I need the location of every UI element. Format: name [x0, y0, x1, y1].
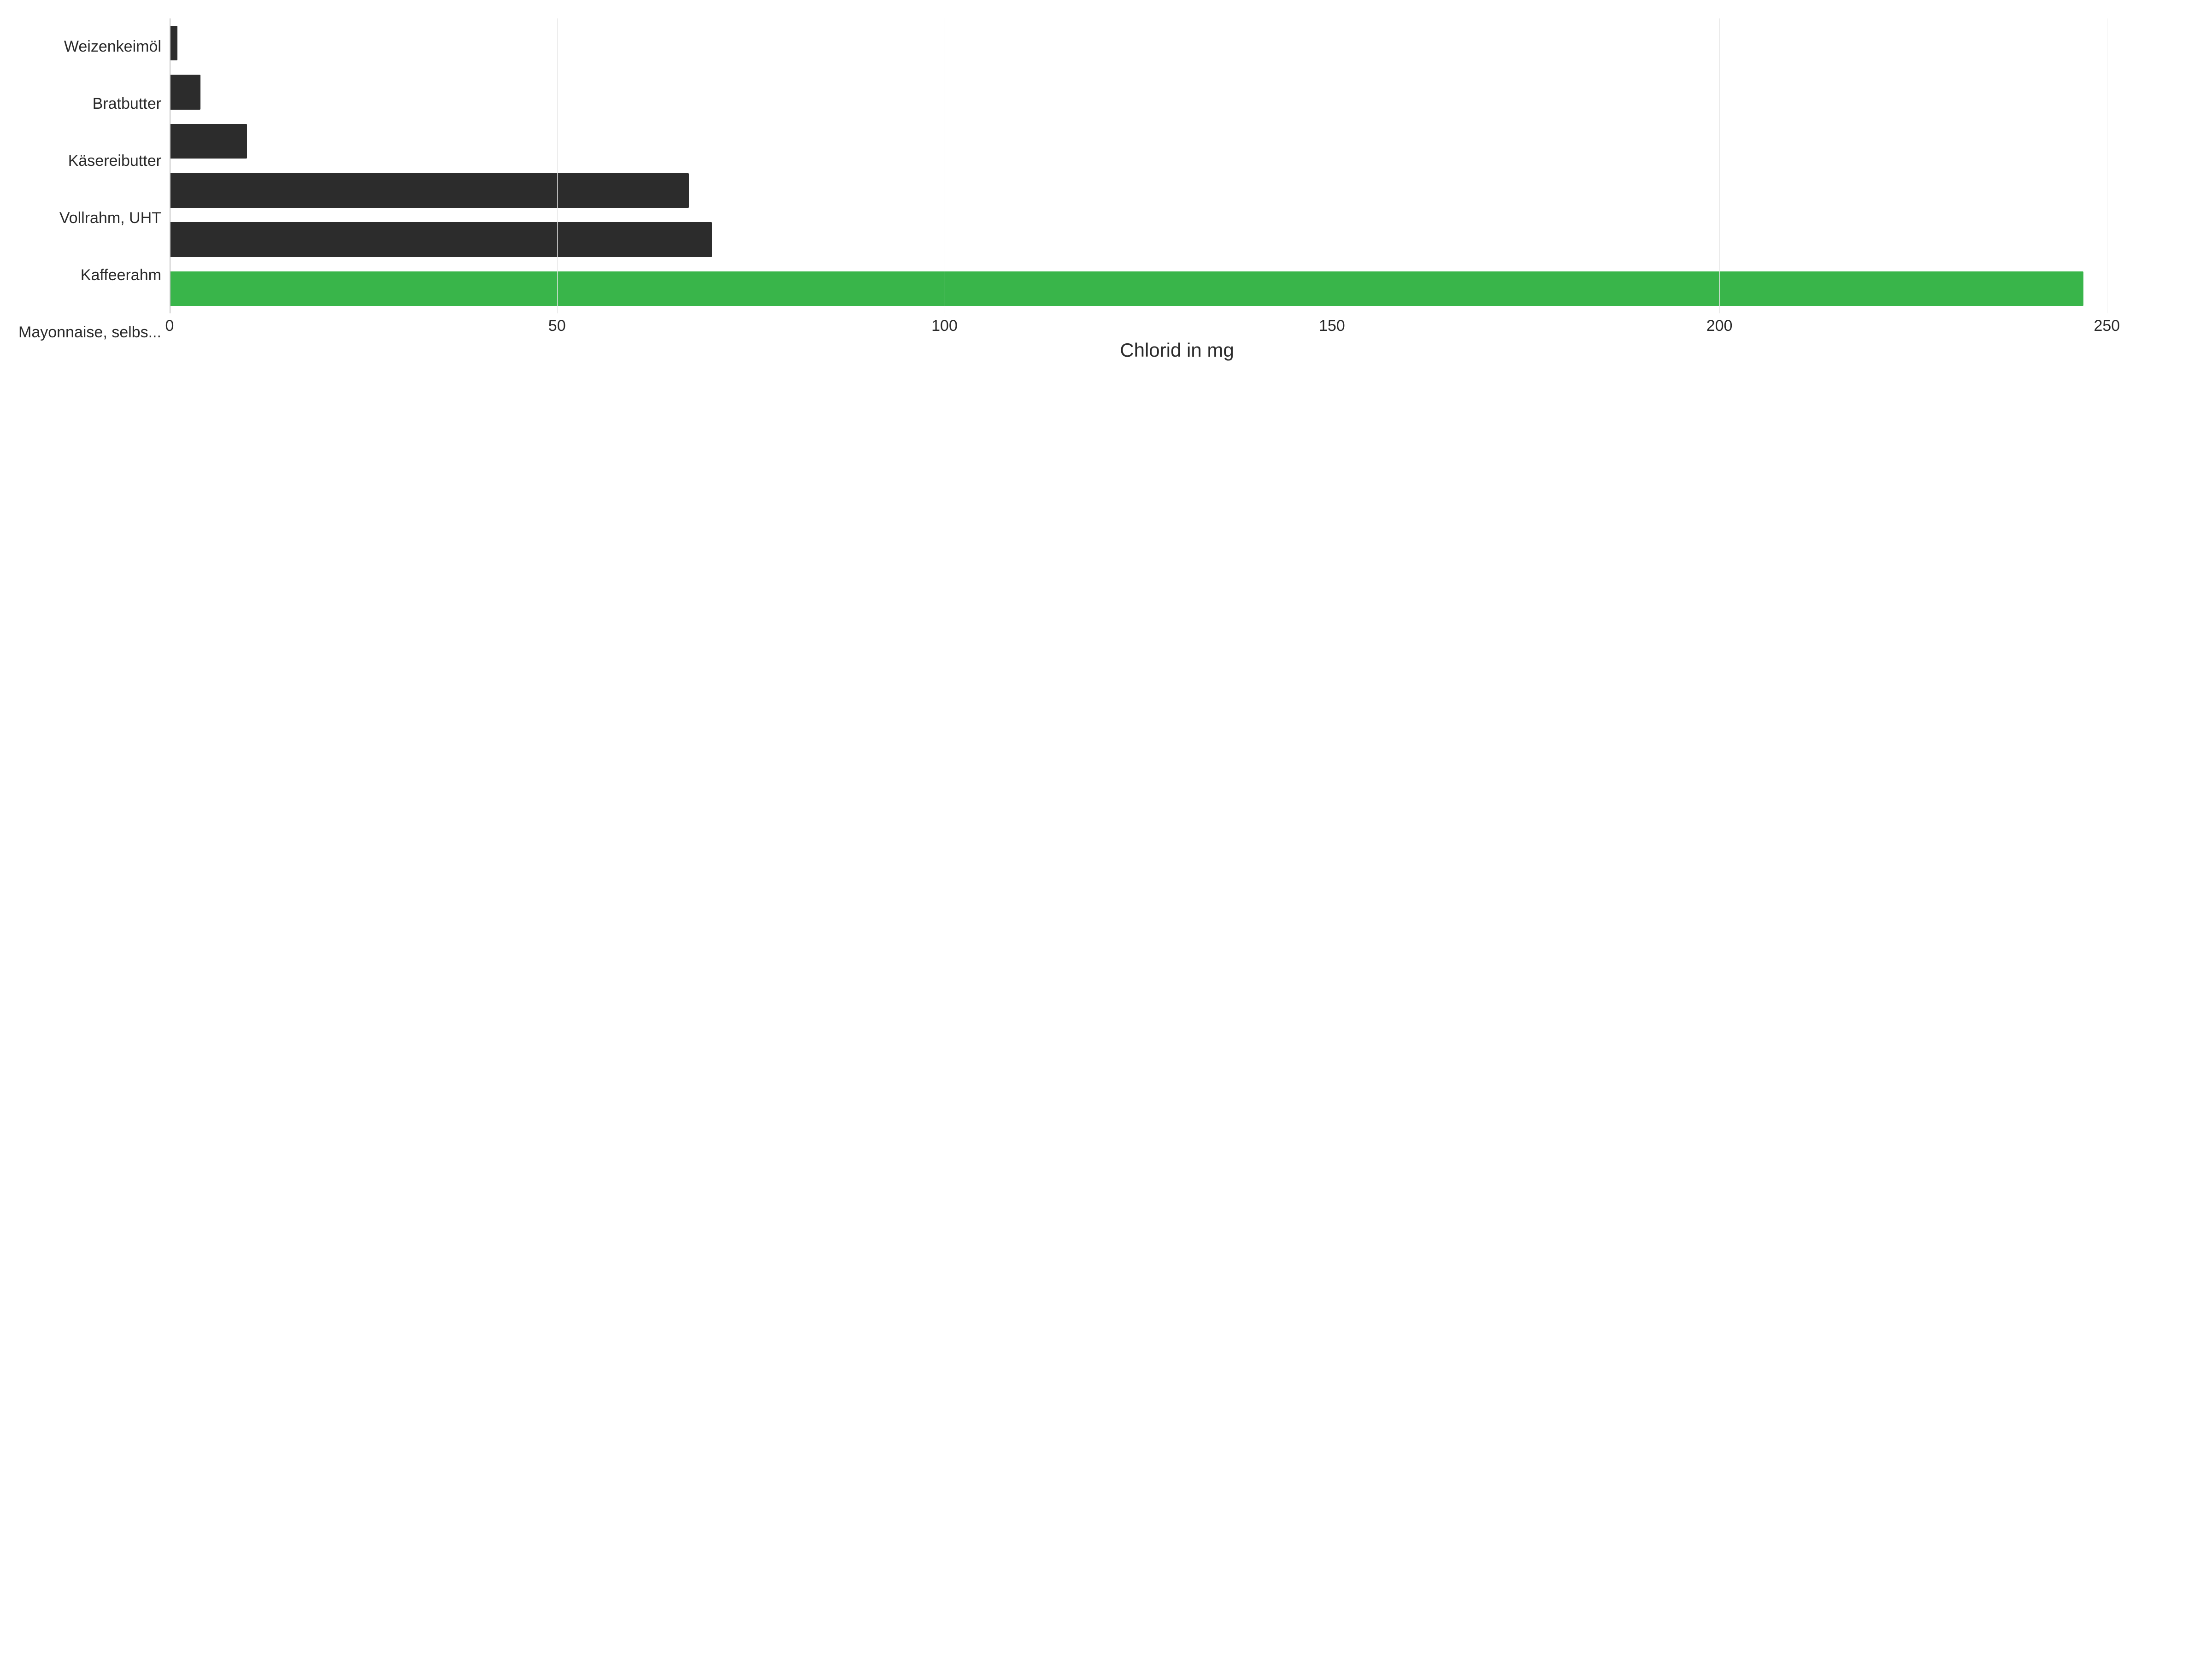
bar	[170, 26, 177, 60]
y-label: Weizenkeimöl	[18, 38, 161, 55]
gridline	[557, 18, 558, 313]
x-axis: 050100150200250	[170, 313, 2184, 337]
plot-outer: 050100150200250 Chlorid in mg	[170, 18, 2184, 361]
y-label: Bratbutter	[18, 95, 161, 112]
bar	[170, 75, 200, 109]
y-label: Mayonnaise, selbs...	[18, 324, 161, 341]
chart-body: Weizenkeimöl Bratbutter Käsereibutter Vo…	[18, 18, 2184, 361]
bar	[170, 271, 2083, 306]
gridline	[170, 18, 171, 313]
x-tick-label: 0	[165, 317, 174, 335]
y-axis-labels: Weizenkeimöl Bratbutter Käsereibutter Vo…	[18, 18, 170, 361]
x-tick-label: 50	[548, 317, 566, 335]
y-label: Vollrahm, UHT	[18, 210, 161, 227]
bars-layer	[170, 18, 2184, 313]
bar	[170, 222, 712, 257]
x-tick-label: 100	[931, 317, 958, 335]
bar	[170, 124, 247, 159]
y-label: Kaffeerahm	[18, 267, 161, 284]
bar-row	[170, 23, 2184, 64]
x-axis-title: Chlorid in mg	[170, 339, 2184, 361]
x-tick-label: 250	[2094, 317, 2120, 335]
x-tick-label: 200	[1706, 317, 1733, 335]
bar-row	[170, 268, 2184, 310]
bar	[170, 173, 689, 208]
bar-row	[170, 71, 2184, 113]
chloride-bar-chart: Weizenkeimöl Bratbutter Käsereibutter Vo…	[0, 0, 2212, 380]
y-label: Käsereibutter	[18, 153, 161, 170]
bar-row	[170, 170, 2184, 212]
x-tick-label: 150	[1319, 317, 1345, 335]
bar-row	[170, 121, 2184, 162]
bar-row	[170, 219, 2184, 260]
gridline	[1719, 18, 1720, 313]
plot-area	[170, 18, 2184, 313]
